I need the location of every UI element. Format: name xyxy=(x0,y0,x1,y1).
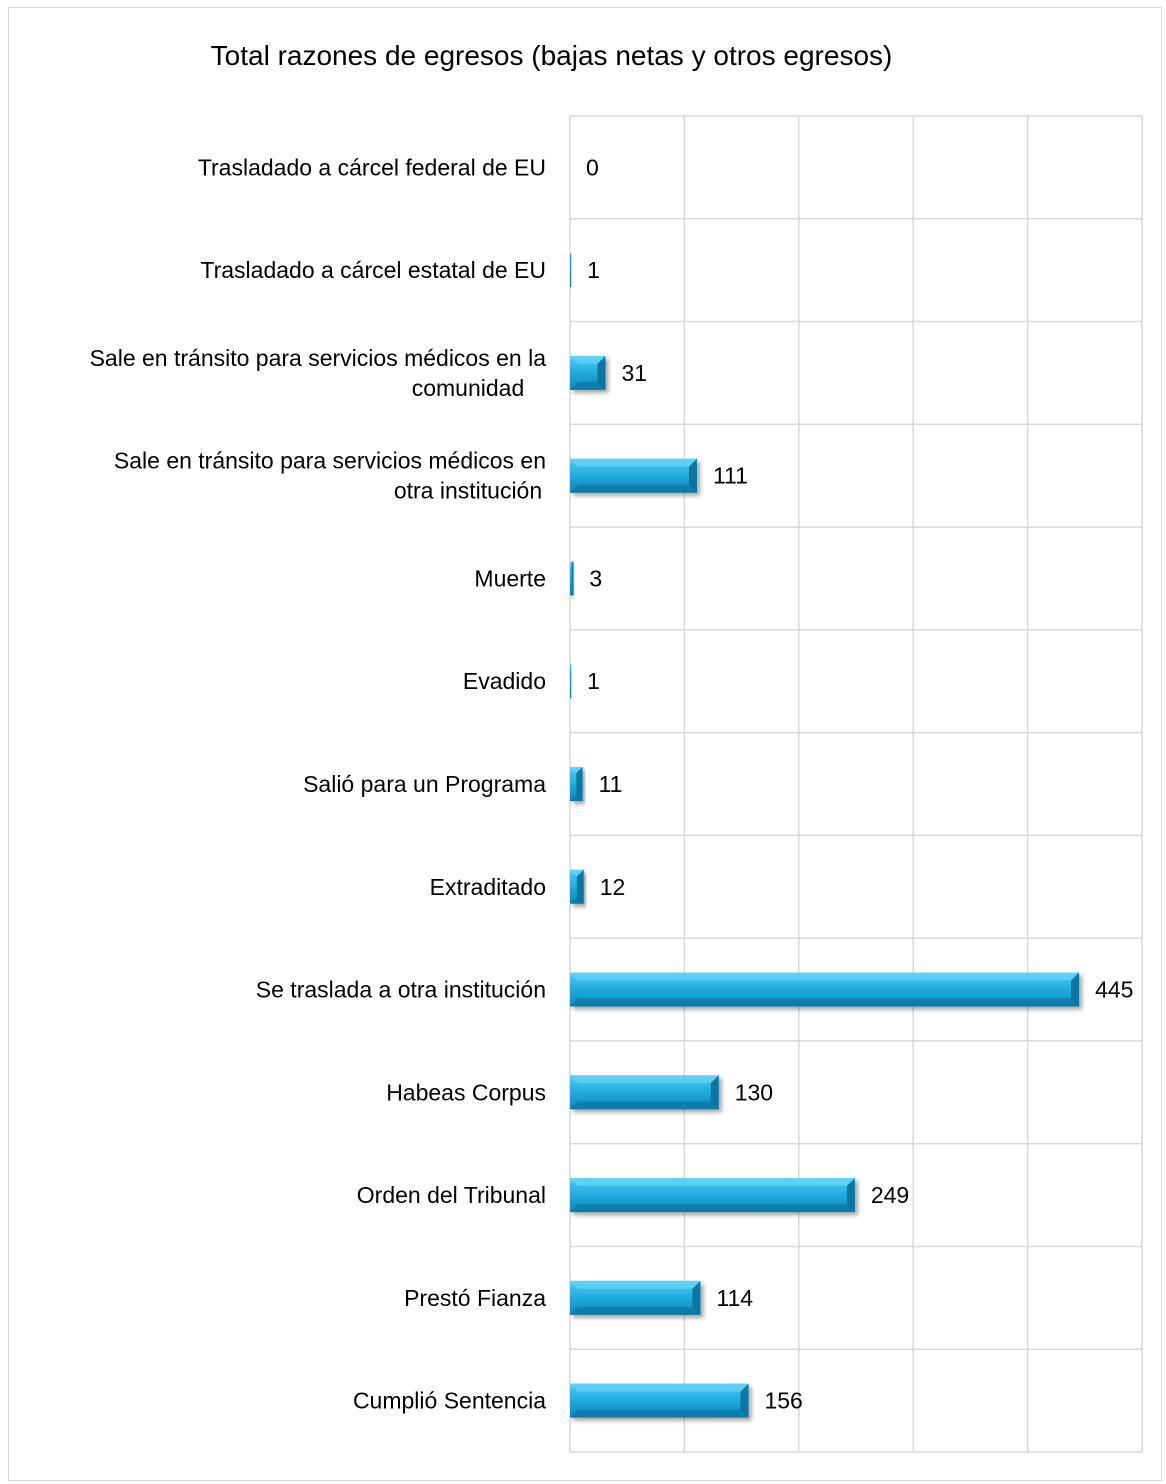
bar-9 xyxy=(570,973,1079,1007)
category-label-13: Cumplió Sentencia xyxy=(353,1388,546,1414)
bar-5 xyxy=(570,561,573,595)
category-label-5: Muerte xyxy=(474,565,546,591)
bar-bevel-top-4 xyxy=(570,459,697,467)
bar-8 xyxy=(570,870,584,904)
bar-bevel-bottom-12 xyxy=(570,1307,700,1315)
label-layer: 0 Trasladado a cárcel federal de EU 1 Trasl… xyxy=(90,154,1134,1413)
category-label-12: Prestó Fianza xyxy=(404,1285,546,1311)
bar-bevel-top-11 xyxy=(570,1178,855,1186)
bar-bevel-right-5 xyxy=(572,561,574,595)
bar-11 xyxy=(570,1178,855,1212)
value-label-11: 249 xyxy=(871,1182,909,1208)
value-label-7: 11 xyxy=(599,771,623,797)
value-label-6: 1 xyxy=(587,668,600,694)
grid-layer xyxy=(570,116,1142,1452)
category-label-10: Habeas Corpus xyxy=(386,1079,546,1105)
category-label-8: Extraditado xyxy=(430,874,546,900)
value-label-12: 114 xyxy=(716,1285,753,1311)
bar-bevel-bottom-10 xyxy=(570,1101,719,1109)
value-label-13: 156 xyxy=(764,1388,802,1414)
value-label-10: 130 xyxy=(735,1079,773,1105)
category-label-3: Sale en tránsito para servicios médicos … xyxy=(90,345,547,401)
bar-bevel-bottom-11 xyxy=(570,1204,855,1212)
category-label-2: Trasladado a cárcel estatal de EU xyxy=(200,257,546,283)
bar-12 xyxy=(570,1281,700,1315)
category-label-4: Sale en tránsito para servicios médicos … xyxy=(114,448,546,504)
bar-bevel-top-12 xyxy=(570,1281,700,1289)
bar-bevel-right-2 xyxy=(571,253,572,287)
category-label-1: Trasladado a cárcel federal de EU xyxy=(198,154,546,180)
bar-13 xyxy=(570,1384,748,1418)
category-label-7: Salió para un Programa xyxy=(303,771,546,797)
bar-10 xyxy=(570,1075,719,1109)
bar-bevel-bottom-13 xyxy=(570,1410,748,1418)
value-label-1: 0 xyxy=(586,154,599,180)
category-label-11: Orden del Tribunal xyxy=(357,1182,546,1208)
bar-4 xyxy=(570,459,697,493)
category-label-6: Evadido xyxy=(463,668,546,694)
value-label-2: 1 xyxy=(587,257,600,283)
value-label-8: 12 xyxy=(600,874,626,900)
value-label-4: 111 xyxy=(713,463,748,489)
bar-bevel-bottom-9 xyxy=(570,999,1079,1007)
bar-2 xyxy=(570,253,571,287)
bar-6 xyxy=(570,664,571,698)
value-label-5: 3 xyxy=(589,565,602,591)
bar-bevel-bottom-4 xyxy=(570,485,697,493)
bar-7 xyxy=(570,767,583,801)
bar-bevel-right-6 xyxy=(571,664,572,698)
value-label-9: 445 xyxy=(1095,977,1133,1003)
category-label-9: Se traslada a otra institución xyxy=(256,977,546,1003)
bar-bevel-top-9 xyxy=(570,973,1079,981)
bar-bevel-top-13 xyxy=(570,1384,748,1392)
value-label-3: 31 xyxy=(621,360,647,386)
bar-3 xyxy=(570,356,605,390)
bar-bevel-top-10 xyxy=(570,1075,719,1083)
